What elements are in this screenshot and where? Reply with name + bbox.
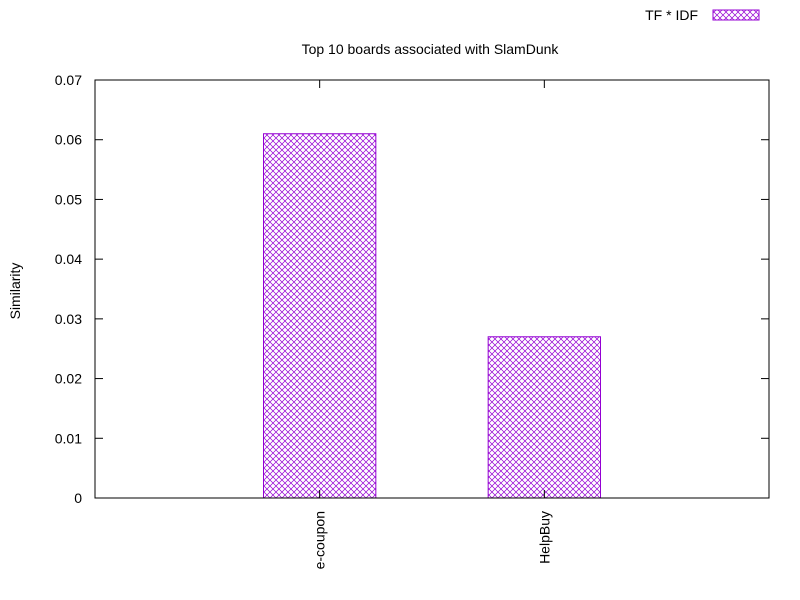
y-tick-label: 0	[74, 490, 82, 506]
y-axis-label: Similarity	[7, 263, 23, 320]
legend-label: TF * IDF	[645, 7, 698, 23]
y-tick-label: 0.04	[55, 251, 82, 267]
x-tick-label: HelpBuy	[536, 511, 552, 564]
y-tick-label: 0.07	[55, 72, 82, 88]
bars	[263, 133, 601, 499]
y-tick-label: 0.02	[55, 371, 82, 387]
y-tick-label: 0.06	[55, 132, 82, 148]
x-tick-label: e-coupon	[312, 511, 328, 569]
plot-border	[94, 79, 770, 499]
bar-helpbuy	[487, 336, 601, 499]
bar-e-coupon	[263, 133, 377, 499]
y-tick-label: 0.03	[55, 311, 82, 327]
y-axis-ticks: 0 0.01 0.02 0.03 0.04 0.05 0.06 0.07	[55, 72, 769, 506]
legend: TF * IDF	[645, 7, 760, 23]
legend-swatch	[712, 9, 760, 21]
chart-title: Top 10 boards associated with SlamDunk	[302, 41, 560, 57]
x-axis-ticks: e-coupon HelpBuy	[312, 80, 552, 569]
y-tick-label: 0.05	[55, 191, 82, 207]
y-tick-label: 0.01	[55, 430, 82, 446]
